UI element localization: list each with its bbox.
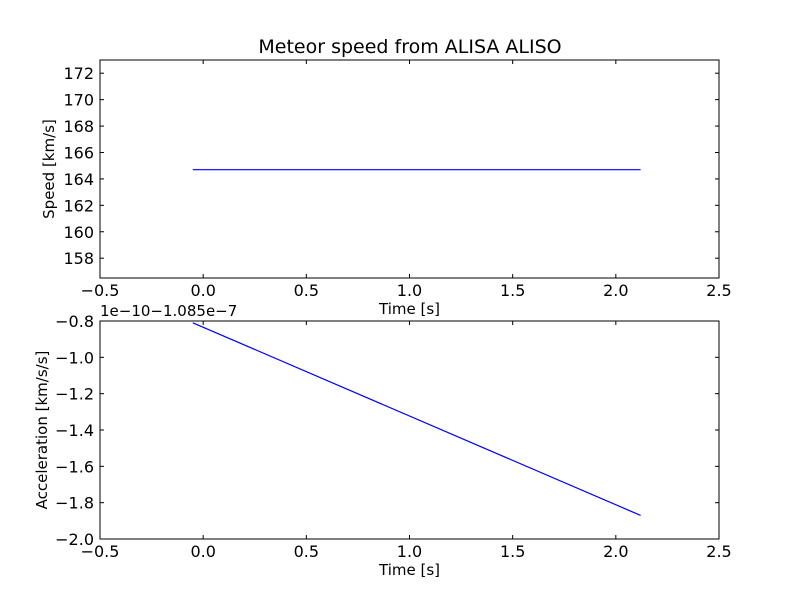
- speed-xtick-label: 2.5: [706, 281, 731, 300]
- speed-ytick-label: 166: [63, 143, 94, 162]
- chart-title: Meteor speed from ALISA ALISO: [258, 36, 561, 58]
- speed-xtick-label: 0.0: [190, 281, 215, 300]
- speed-xtick-label: 1.0: [397, 281, 422, 300]
- acceleration-plot: −0.5 0.0 0.5 1.0 1.5 2.0 2.5 −2.0 −1.8 −1.6 −1.4 −1…: [33, 302, 732, 579]
- acceleration-ytick-label: −1.4: [55, 421, 94, 440]
- acceleration-xtick-label: 2.5: [706, 542, 731, 561]
- speed-ylabel: Speed [km/s]: [40, 119, 58, 219]
- acceleration-ytick-label: −1.8: [55, 494, 94, 513]
- acceleration-ytick-label: −1.6: [55, 457, 94, 476]
- acceleration-ytick-label: −1.2: [55, 385, 94, 404]
- speed-plot: −0.5 0.0 0.5 1.0 1.5 2.0 2.5 158 160 162 164 166 168…: [40, 59, 732, 318]
- acceleration-xtick-label: 0.0: [190, 542, 215, 561]
- acceleration-xtick-label: 2.0: [603, 542, 628, 561]
- speed-ytick-label: 168: [63, 117, 94, 136]
- speed-xtick-label: 2.0: [603, 281, 628, 300]
- speed-xtick-label: 1.5: [500, 281, 525, 300]
- speed-ytick-label: 162: [63, 196, 94, 215]
- acceleration-ytick-label: −1.0: [55, 348, 94, 367]
- acceleration-series-line: [192, 322, 641, 516]
- acceleration-xtick-label: −0.5: [81, 542, 120, 561]
- acceleration-ytick-label: −0.8: [55, 312, 94, 331]
- speed-ytick-label: 160: [63, 223, 94, 242]
- speed-xtick-label: −0.5: [81, 281, 120, 300]
- speed-ytick-label: 158: [63, 249, 94, 268]
- acceleration-xtick-label: 1.5: [500, 542, 525, 561]
- acceleration-ylabel: Acceleration [km/s/s]: [33, 351, 51, 510]
- acceleration-ytick-label: −2.0: [55, 530, 94, 549]
- speed-ytick-label: 172: [63, 64, 94, 83]
- acceleration-offset-label: 1e−10−1.085e−7: [100, 302, 237, 320]
- acceleration-xtick-label: 0.5: [294, 542, 319, 561]
- speed-xlabel: Time [s]: [378, 300, 440, 318]
- speed-ytick-label: 164: [63, 170, 94, 189]
- acceleration-xlabel: Time [s]: [378, 561, 440, 579]
- speed-ytick-label: 170: [63, 91, 94, 110]
- speed-xtick-label: 0.5: [294, 281, 319, 300]
- acceleration-xtick-label: 1.0: [397, 542, 422, 561]
